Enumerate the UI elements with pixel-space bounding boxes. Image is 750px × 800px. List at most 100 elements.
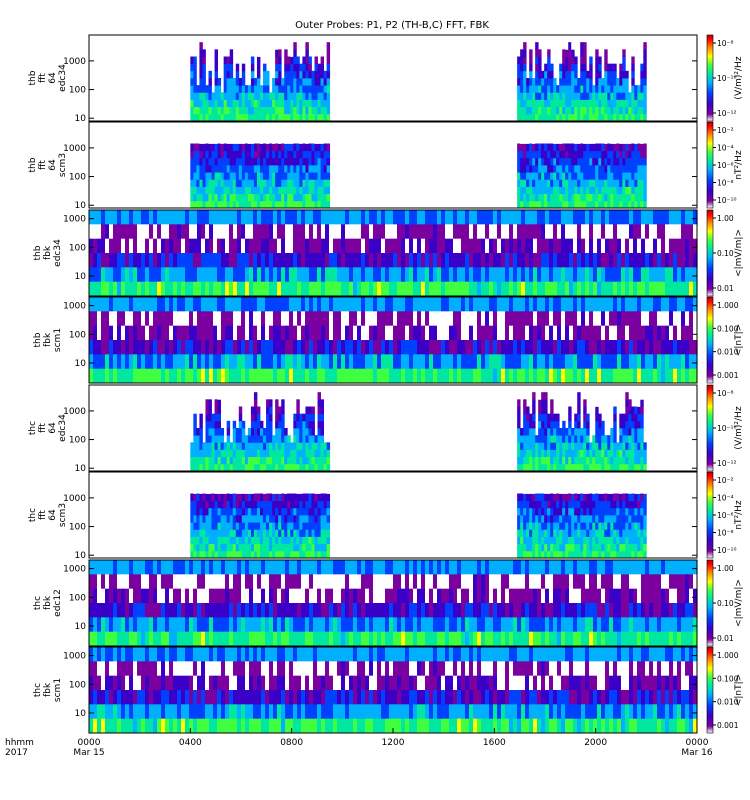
spectro-cell	[445, 340, 450, 355]
spectro-cell	[105, 311, 110, 327]
spectro-cell	[513, 368, 518, 384]
spectro-cell	[299, 420, 303, 429]
spectro-cell	[547, 70, 551, 79]
spectro-cell	[314, 106, 318, 115]
spectro-cell	[302, 543, 306, 552]
spectro-cell	[445, 210, 450, 225]
spectro-cell	[547, 150, 551, 159]
spectro-cell	[469, 267, 474, 283]
spectro-cell	[287, 435, 291, 443]
spectro-cell	[485, 340, 490, 355]
spectro-cell	[637, 99, 641, 108]
spectro-cell	[217, 157, 222, 166]
spectro-cell	[553, 99, 557, 108]
spectro-cell	[598, 56, 602, 65]
spectro-cell	[517, 193, 521, 202]
spectro-cell	[337, 368, 342, 384]
spectro-cell	[559, 150, 563, 159]
spectro-cell	[229, 179, 234, 187]
spectro-cell	[535, 442, 539, 450]
spectro-cell	[613, 435, 617, 443]
spectro-cell	[409, 224, 414, 240]
spectro-cell	[290, 200, 294, 209]
spectro-cell	[583, 42, 587, 50]
spectro-cell	[296, 200, 300, 209]
spectro-cell	[157, 253, 162, 268]
spectro-cell	[538, 463, 542, 472]
spectro-cell	[520, 449, 524, 458]
spectro-cell	[610, 63, 614, 72]
spectro-cell	[433, 267, 438, 283]
spectro-cell	[293, 85, 297, 93]
spectro-cell	[622, 172, 626, 180]
spectro-cell	[244, 193, 249, 202]
spectro-cell	[625, 392, 629, 400]
spectro-cell	[553, 536, 557, 545]
spectro-cell	[190, 165, 194, 173]
spectro-cell	[269, 210, 274, 225]
spectro-cell	[309, 354, 314, 370]
spectro-cell	[97, 253, 102, 268]
spectro-cell	[637, 200, 641, 209]
panel-label: thb	[28, 70, 38, 85]
spectro-cell	[409, 253, 414, 268]
spectro-cell	[565, 472, 569, 480]
spectro-cell	[269, 297, 274, 312]
spectro-cell	[465, 311, 470, 327]
spectro-cell	[553, 136, 557, 144]
spectro-cell	[249, 238, 254, 254]
spectro-cell	[317, 529, 321, 537]
spectro-cell	[202, 200, 206, 209]
spectro-cell	[196, 200, 200, 209]
spectro-cell	[214, 536, 218, 545]
spectro-cell	[221, 340, 226, 355]
spectro-cell	[199, 78, 203, 86]
spectro-cell	[269, 442, 273, 450]
spectro-cell	[185, 210, 190, 225]
spectro-cell	[689, 368, 694, 384]
spectro-cell	[293, 70, 297, 79]
spectro-cell	[137, 224, 142, 240]
spectro-cell	[241, 136, 246, 144]
spectro-cell	[657, 281, 662, 297]
spectro-cell	[653, 224, 658, 240]
spectro-cell	[538, 113, 542, 122]
spectro-cell	[640, 70, 644, 79]
spectro-cell	[199, 500, 203, 509]
spectro-cell	[550, 193, 554, 202]
spectro-cell	[193, 543, 197, 552]
spectro-cell	[299, 122, 303, 130]
spectro-cell	[389, 325, 394, 341]
spectro-cell	[541, 500, 545, 509]
spectro-cell	[520, 99, 524, 108]
spectro-cell	[640, 179, 644, 187]
spectro-cell	[284, 113, 288, 122]
spectro-cell	[481, 340, 486, 355]
spectro-cell	[526, 435, 530, 443]
spectro-cell	[260, 500, 264, 509]
spectro-cell	[305, 85, 309, 93]
spectro-cell	[302, 420, 306, 429]
spectro-cell	[643, 99, 647, 108]
spectro-cell	[589, 165, 593, 173]
spectro-cell	[609, 340, 614, 355]
spectro-cell	[329, 325, 334, 341]
spectro-cell	[149, 210, 154, 225]
spectro-cell	[201, 325, 206, 341]
spectro-cell	[314, 172, 318, 180]
spectro-cell	[211, 150, 215, 159]
spectro-cell	[545, 253, 550, 268]
spectro-cell	[261, 210, 266, 225]
spectro-cell	[529, 210, 534, 225]
spectro-cell	[196, 515, 200, 523]
spectro-cell	[311, 157, 315, 166]
spectro-cell	[589, 200, 593, 209]
spectro-cell	[562, 449, 566, 458]
spectro-cell	[260, 428, 264, 436]
spectro-cell	[250, 529, 255, 537]
spectro-cell	[214, 449, 218, 458]
spectro-cell	[613, 136, 617, 144]
spectro-cell	[449, 210, 454, 225]
spectro-cell	[604, 113, 608, 122]
spectro-cell	[583, 49, 587, 57]
